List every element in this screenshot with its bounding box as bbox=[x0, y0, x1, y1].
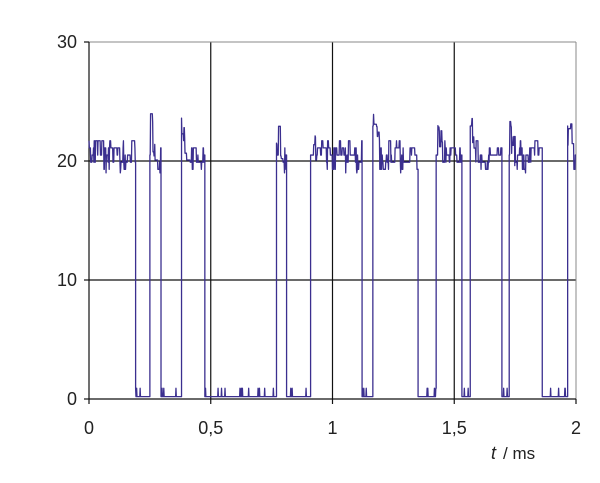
y-tick-label: 30 bbox=[57, 32, 77, 52]
x-tick-label: 2 bbox=[571, 418, 581, 438]
x-tick-label: 1,5 bbox=[442, 418, 467, 438]
signal-series-line bbox=[88, 113, 577, 398]
grid-layer bbox=[89, 42, 576, 399]
y-tick-label: 0 bbox=[67, 389, 77, 409]
y-tick-label: 10 bbox=[57, 270, 77, 290]
plot-frame bbox=[84, 41, 577, 404]
x-tick-label: 1 bbox=[327, 418, 337, 438]
y-tick-label: 20 bbox=[57, 151, 77, 171]
x-tick-label: 0,5 bbox=[198, 418, 223, 438]
x-axis-label-unit: / ms bbox=[503, 444, 535, 463]
tick-labels: 0 10 20 30 0 0,5 1 1,5 2 bbox=[57, 32, 581, 438]
series-layer bbox=[88, 113, 577, 398]
x-axis-label-symbol: t bbox=[491, 443, 497, 463]
x-tick-label: 0 bbox=[84, 418, 94, 438]
